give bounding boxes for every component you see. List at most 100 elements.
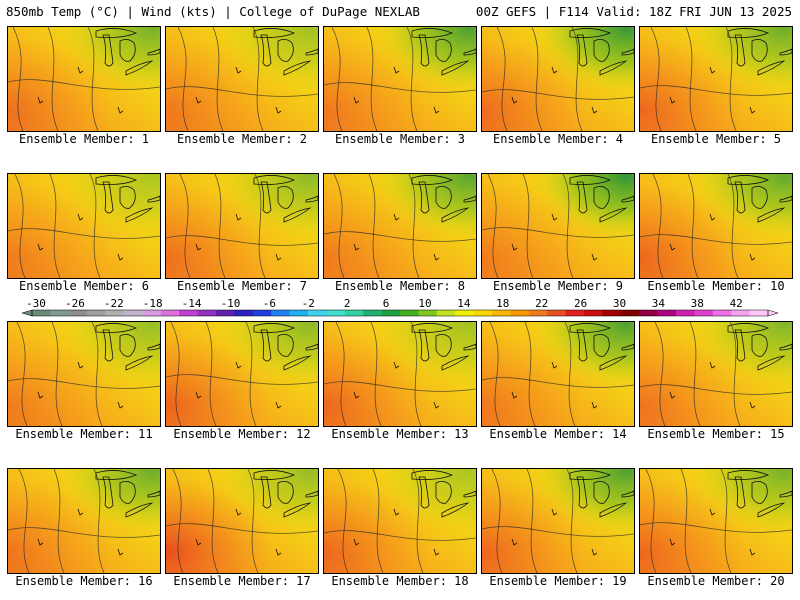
temperature-map — [482, 469, 634, 573]
ensemble-map-panel — [323, 468, 477, 574]
colorbar-segment — [602, 310, 622, 316]
ensemble-member-label: Ensemble Member: 1 — [18, 132, 150, 146]
colorbar-segment — [234, 310, 254, 316]
ensemble-member-label: Ensemble Member: 13 — [331, 427, 469, 441]
ensemble-map-panel — [165, 321, 319, 427]
ensemble-map-panel — [7, 26, 161, 132]
colorbar-segment — [712, 310, 732, 316]
colorbar-tick-label: 42 — [730, 297, 743, 310]
colorbar-segment — [252, 310, 272, 316]
colorbar-segment — [105, 310, 125, 316]
colorbar-tick-label: 2 — [344, 297, 351, 310]
ensemble-member-label: Ensemble Member: 15 — [647, 427, 785, 441]
colorbar-segment — [68, 310, 88, 316]
colorbar-tick-label: 6 — [383, 297, 390, 310]
temperature-map — [482, 27, 634, 131]
colorbar-segment — [50, 310, 70, 316]
colorbar-segment — [32, 310, 51, 316]
colorbar-segment — [694, 310, 714, 316]
colorbar-segment — [179, 310, 198, 316]
ensemble-map-panel — [481, 321, 635, 427]
ensemble-member-label: Ensemble Member: 19 — [489, 574, 627, 588]
colorbar-right-arrow — [767, 309, 779, 317]
colorbar-graphic: -30 -26 -22 -18 -14 -10 -6 -2 2 6 10 14 18 22 26 30 34 38… — [21, 297, 779, 317]
ensemble-map-panel — [323, 26, 477, 132]
ensemble-map-panel — [165, 173, 319, 279]
colorbar-segment — [160, 310, 180, 316]
colorbar-segment — [124, 310, 143, 316]
ensemble-map-panel — [481, 468, 635, 574]
ensemble-member-label: Ensemble Member: 4 — [492, 132, 624, 146]
colorbar-segment — [289, 310, 309, 316]
ensemble-map-panel — [7, 173, 161, 279]
colorbar-frame — [31, 309, 769, 317]
colorbar-tick-label: -22 — [104, 297, 124, 310]
colorbar-segment — [436, 310, 456, 316]
colorbar-tick-label: -30 — [26, 297, 46, 310]
ensemble-member-label: Ensemble Member: 17 — [173, 574, 311, 588]
ensemble-member-label: Ensemble Member: 5 — [650, 132, 782, 146]
ensemble-member-label: Ensemble Member: 8 — [334, 279, 466, 293]
ensemble-map-panel — [481, 173, 635, 279]
temperature-map — [8, 322, 160, 426]
ensemble-map-panel — [7, 321, 161, 427]
ensemble-member-label: Ensemble Member: 12 — [173, 427, 311, 441]
temperature-map — [324, 174, 476, 278]
temperature-map — [640, 27, 792, 131]
temperature-map — [166, 27, 318, 131]
ensemble-map-panel — [7, 468, 161, 574]
colorbar-segment — [510, 310, 530, 316]
ensemble-map-panel — [639, 468, 793, 574]
temperature-colorbar: -30 -26 -22 -18 -14 -10 -6 -2 2 6 10 14 18 22 26 30 34 38… — [0, 296, 800, 320]
temperature-map — [8, 27, 160, 131]
temperature-map — [482, 322, 634, 426]
colorbar-segment — [455, 310, 474, 316]
colorbar-tick-label: -18 — [143, 297, 163, 310]
colorbar-tick-label: -2 — [302, 297, 315, 310]
temperature-map — [324, 469, 476, 573]
ensemble-member-label: Ensemble Member: 6 — [18, 279, 150, 293]
colorbar-tick-label: 34 — [652, 297, 666, 310]
colorbar-left-arrow — [21, 309, 33, 317]
colorbar-segment — [584, 310, 603, 316]
ensemble-member-label: Ensemble Member: 16 — [15, 574, 153, 588]
temperature-map — [166, 469, 318, 573]
ensemble-map-panel — [639, 173, 793, 279]
temperature-map — [8, 469, 160, 573]
temperature-map — [166, 174, 318, 278]
ensemble-member-label: Ensemble Member: 11 — [15, 427, 153, 441]
ensemble-member-label: Ensemble Member: 10 — [647, 279, 785, 293]
ensemble-member-label: Ensemble Member: 2 — [176, 132, 308, 146]
colorbar-segment — [492, 310, 511, 316]
colorbar-tick-label: 30 — [613, 297, 626, 310]
colorbar-segment — [418, 310, 438, 316]
colorbar-segment — [400, 310, 419, 316]
colorbar-segment — [565, 310, 585, 316]
colorbar-segment — [528, 310, 548, 316]
colorbar-segment — [216, 310, 235, 316]
temperature-map — [324, 27, 476, 131]
temperature-map — [640, 322, 792, 426]
colorbar-tick-label: -10 — [221, 297, 241, 310]
ensemble-member-label: Ensemble Member: 9 — [492, 279, 624, 293]
colorbar-tick-label: 26 — [574, 297, 587, 310]
title-right: 00Z GEFS | F114 Valid: 18Z FRI JUN 13 20… — [475, 4, 792, 19]
colorbar-tick-label: 22 — [535, 297, 548, 310]
colorbar-segment — [547, 310, 566, 316]
colorbar-segment — [87, 310, 106, 316]
colorbar-segment — [197, 310, 217, 316]
ensemble-map-panel — [639, 26, 793, 132]
colorbar-tick-label: 18 — [496, 297, 509, 310]
colorbar-segment — [473, 310, 493, 316]
colorbar-tick-label: 14 — [457, 297, 471, 310]
temperature-map — [640, 174, 792, 278]
colorbar-segment — [731, 310, 750, 316]
temperature-map — [640, 469, 792, 573]
ensemble-member-label: Ensemble Member: 18 — [331, 574, 469, 588]
temperature-map — [166, 322, 318, 426]
colorbar-tick-label: -6 — [263, 297, 276, 310]
colorbar-segment — [381, 310, 401, 316]
temperature-map — [8, 174, 160, 278]
colorbar-segment — [676, 310, 695, 316]
